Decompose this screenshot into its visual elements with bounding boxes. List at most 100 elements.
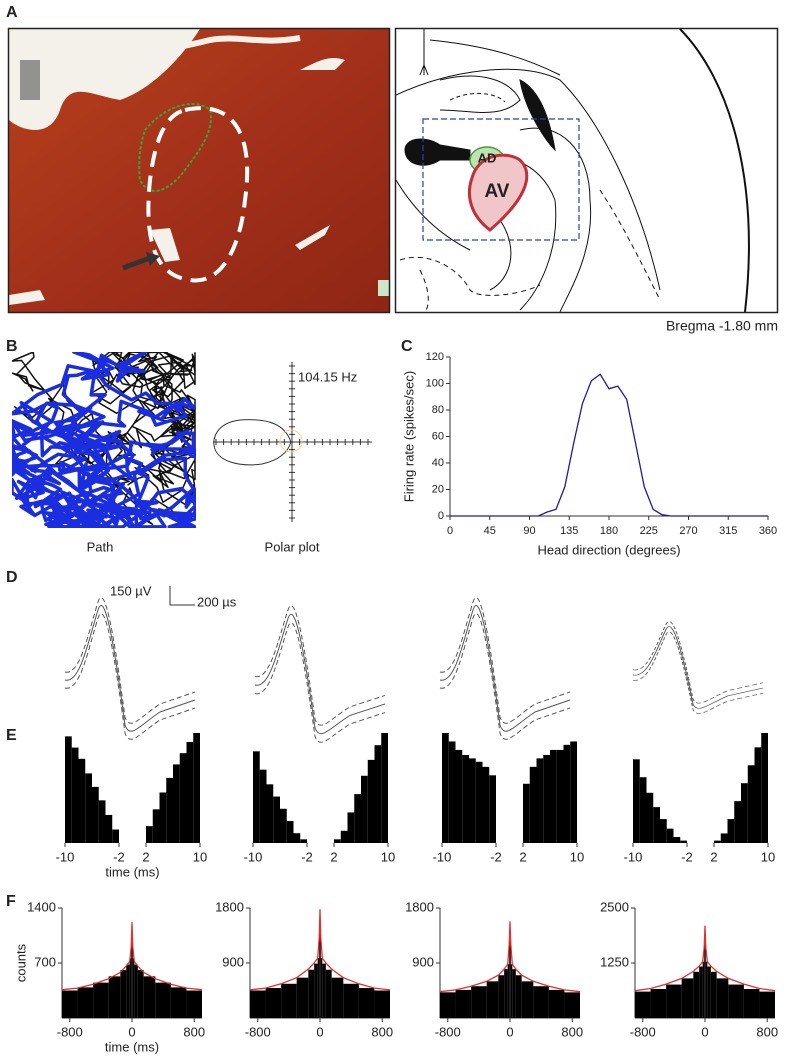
histogram-bar [159,792,167,843]
histogram-bar [259,769,267,843]
region-label: AD [478,150,497,165]
histogram-bar [448,741,456,843]
y-tick-label: 1250 [600,954,629,969]
x-tick-label: 0 [701,1024,708,1039]
x-axis-label: time (ms) [105,864,159,879]
y-tick-label: 1400 [27,899,56,914]
histogram-bar [714,840,721,843]
histogram-bar [347,812,355,843]
histogram-bar [85,773,92,843]
data-line [450,373,768,517]
histogram-bar [512,969,516,1018]
histogram-bar [529,766,537,843]
histogram-bar [761,733,768,843]
histogram-bar [754,747,762,843]
histogram-bar [105,814,113,843]
histogram-bar [320,958,323,1018]
histogram-bar [281,983,297,1018]
histogram-bar [325,969,332,1018]
histogram-bar [320,926,321,1018]
y-tick-label: 20 [432,483,444,495]
x-tick-label: 0 [506,1024,513,1039]
histogram-bar [660,819,667,843]
x-axis-label: time (ms) [105,1039,159,1054]
histogram-bar [680,840,687,843]
histogram-bar [710,971,717,1018]
histogram-bar [134,964,138,1018]
histogram-bar [250,990,266,1018]
x-tick-label: -10 [624,849,643,864]
y-tick-label: 40 [432,457,444,469]
histogram-bar [650,988,667,1018]
histogram-bar [702,961,705,1018]
histology-image [9,29,389,312]
histogram-bar [548,989,565,1018]
x-tick-label: -2 [490,849,502,864]
x-tick-label: 10 [193,849,207,864]
histogram-bar [170,987,187,1018]
histogram-bar [340,830,348,843]
histogram-bar [132,935,133,1018]
x-tick-label: 2 [142,849,149,864]
histogram-bar [77,987,94,1018]
panel-label: D [6,569,18,586]
histogram-bar [186,741,194,843]
histogram-bar [374,745,382,843]
histogram-bar [108,976,121,1018]
histogram-bar [498,975,505,1018]
panel-label: C [401,338,413,355]
histogram-bar [727,819,735,843]
histogram-bar [475,761,483,843]
histogram-bar [374,990,390,1018]
histogram-bar [98,800,106,843]
histogram-bar [482,766,490,843]
x-tick-label: -800 [630,1024,656,1039]
histogram-bar [343,983,359,1018]
histogram-bar [639,777,647,843]
y-tick-label: 100 [426,377,444,389]
histogram-bar [564,992,580,1018]
image-frame [7,27,391,314]
x-tick-label: 2 [519,849,526,864]
histogram-bar [300,839,307,843]
histogram-bar [707,966,711,1018]
histogram-bar [759,991,775,1018]
histogram-bar [317,958,320,1018]
histogram-bar [509,935,510,1018]
histogram-bar [510,964,513,1018]
histogram-bar [442,733,449,843]
x-tick-label: 45 [484,525,496,537]
x-tick-label: -10 [244,849,263,864]
scale-y-label: 150 µV [110,583,152,598]
histogram-bar [741,783,748,843]
histogram-bar [543,755,550,843]
histogram-bar [469,758,476,843]
x-tick-label: 0 [316,1024,323,1039]
histogram-bar [253,751,260,843]
x-tick-label: 800 [756,1024,778,1039]
histogram-bar [296,977,309,1018]
x-tick-label: 10 [381,849,395,864]
histogram-bar [152,809,160,843]
y-tick-label: 900 [222,954,244,969]
histogram-bar [666,828,674,843]
histogram-bar [78,758,86,843]
histogram-bar [523,783,530,843]
histogram-bar [280,808,287,843]
scale-x-label: 200 µs [197,594,237,609]
x-tick-label: -2 [301,849,313,864]
panel-label: F [6,893,16,910]
histogram-bar [510,935,511,1018]
histogram-bar [93,982,109,1018]
histogram-bar [633,759,640,843]
panel-label: E [6,727,17,744]
histogram-bar [556,749,564,843]
polar-plot [213,362,372,522]
histogram-bar [440,992,456,1018]
x-tick-label: -800 [245,1024,271,1039]
histogram-bar [563,744,571,843]
y-tick-label: 60 [432,430,444,442]
histogram-bar [533,986,549,1018]
histogram-bar [334,839,341,843]
histogram-bar [635,991,651,1018]
